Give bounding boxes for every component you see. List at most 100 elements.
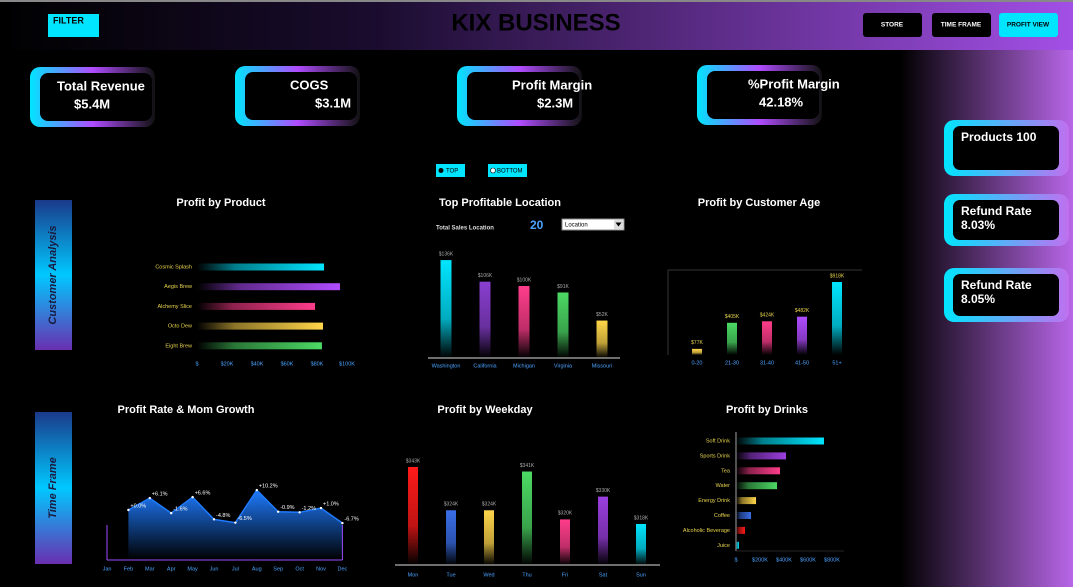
section-label: Time Frame — [47, 457, 59, 519]
data-label: -1.6% — [173, 507, 187, 513]
data-label: $324K — [444, 502, 459, 508]
y-tick-label: Octo Dew — [168, 324, 192, 330]
data-label: $918K — [830, 273, 845, 279]
x-tick-label: 41-50 — [795, 360, 809, 366]
x-tick-label: $400K — [776, 557, 792, 563]
bar — [692, 348, 702, 355]
top-toggle[interactable] — [436, 164, 465, 177]
x-tick-label: Thu — [522, 572, 531, 578]
bar — [557, 292, 569, 358]
side-card — [953, 274, 1059, 316]
chart-title: Profit by Customer Age — [698, 197, 820, 209]
bar — [598, 496, 608, 565]
x-tick-label: Jun — [210, 566, 219, 572]
data-label: +6.6% — [195, 491, 211, 497]
data-label: +10.2% — [259, 484, 278, 490]
data-label: $341K — [520, 463, 535, 469]
chart-title: Profit by Drinks — [726, 404, 808, 416]
chart-title: Profit by Weekday — [437, 404, 533, 416]
x-tick-label: Missouri — [592, 363, 612, 369]
x-tick-label: Apr — [167, 566, 176, 572]
bar — [596, 320, 608, 358]
x-tick-label: 0-20 — [691, 360, 702, 366]
kpi-value: $3.1M — [315, 95, 351, 110]
y-tick-label: Energy Drink — [698, 498, 730, 504]
data-label: -1.2% — [302, 506, 316, 512]
data-label: $77K — [691, 340, 703, 346]
bar — [484, 510, 494, 565]
plot-frame — [667, 269, 862, 355]
point — [319, 506, 323, 510]
profit-view-button[interactable] — [999, 13, 1058, 37]
x-tick-label: Feb — [124, 566, 133, 572]
bar — [636, 523, 646, 565]
data-label: $318K — [634, 515, 649, 521]
location-count-label: Total Sales Location — [436, 226, 494, 232]
bar — [736, 526, 745, 534]
dropdown-arrow — [615, 222, 622, 227]
point — [212, 518, 216, 521]
y-tick-label: Alchemy Slice — [157, 304, 192, 310]
x-tick-label: Michigan — [513, 363, 535, 369]
x-tick-label: Tue — [446, 572, 455, 578]
bottom-toggle[interactable] — [488, 164, 527, 177]
bar — [408, 466, 418, 565]
time-frame-button[interactable] — [932, 13, 991, 37]
bar — [197, 342, 322, 350]
point — [298, 511, 301, 514]
x-tick-label: Virginia — [554, 363, 573, 369]
point — [234, 521, 237, 524]
x-tick-label: Nov — [316, 566, 326, 572]
y-tick-label: Coffee — [714, 513, 730, 519]
data-label: +6.1% — [152, 492, 168, 498]
point — [127, 508, 130, 512]
x-tick-label: $ — [195, 361, 198, 367]
data-label: +1.0% — [323, 502, 339, 508]
radio-dot — [438, 168, 444, 173]
data-label: -4.8% — [216, 513, 230, 519]
data-label: $330K — [596, 488, 611, 494]
bar — [479, 281, 491, 358]
store-button[interactable] — [863, 13, 922, 37]
side-card-value: 8.03% — [961, 218, 995, 232]
bar — [522, 471, 532, 565]
side-card — [953, 200, 1059, 240]
kpi-card — [467, 72, 579, 120]
x-tick-label: May — [187, 566, 198, 572]
profit-view-label: PROFIT VIEW — [1007, 22, 1050, 29]
location-count: 20 — [530, 218, 544, 232]
time-frame-label: TIME FRAME — [941, 22, 982, 29]
x-tick-label: Aug — [252, 566, 262, 572]
data-label: $343K — [406, 458, 421, 464]
filter-label: FILTER — [53, 15, 84, 25]
area — [128, 490, 343, 560]
x-tick-label: $60K — [281, 361, 294, 367]
kpi-label: COGS — [290, 77, 329, 92]
x-tick-label: California — [473, 363, 497, 369]
section-band — [35, 412, 72, 564]
data-label: $91K — [557, 284, 569, 290]
x-tick-label: Fri — [562, 572, 568, 578]
dropdown-label: Location — [565, 223, 588, 229]
kpi-label: %Profit Margin — [748, 76, 840, 91]
kpi-card — [40, 73, 152, 121]
data-label: -6.7% — [344, 517, 358, 523]
chart-title: Top Profitable Location — [439, 197, 561, 209]
filter-button[interactable] — [48, 14, 99, 37]
point — [255, 488, 258, 492]
side-card-label: Refund Rate — [961, 278, 1032, 292]
bar — [736, 541, 739, 549]
x-tick-label: $600K — [800, 557, 816, 563]
location-dropdown[interactable] — [561, 218, 625, 231]
bar — [727, 322, 737, 355]
x-tick-label: 51+ — [832, 360, 841, 366]
x-tick-label: Mon — [408, 572, 419, 578]
kpi-label: Profit Margin — [512, 77, 592, 92]
kpi-label: Total Revenue — [57, 78, 145, 93]
y-tick-label: Soft Drink — [706, 438, 730, 444]
bar — [832, 282, 842, 355]
data-label: $324K — [482, 502, 497, 508]
data-label: $100K — [517, 277, 532, 283]
x-tick-label: $800K — [824, 557, 840, 563]
